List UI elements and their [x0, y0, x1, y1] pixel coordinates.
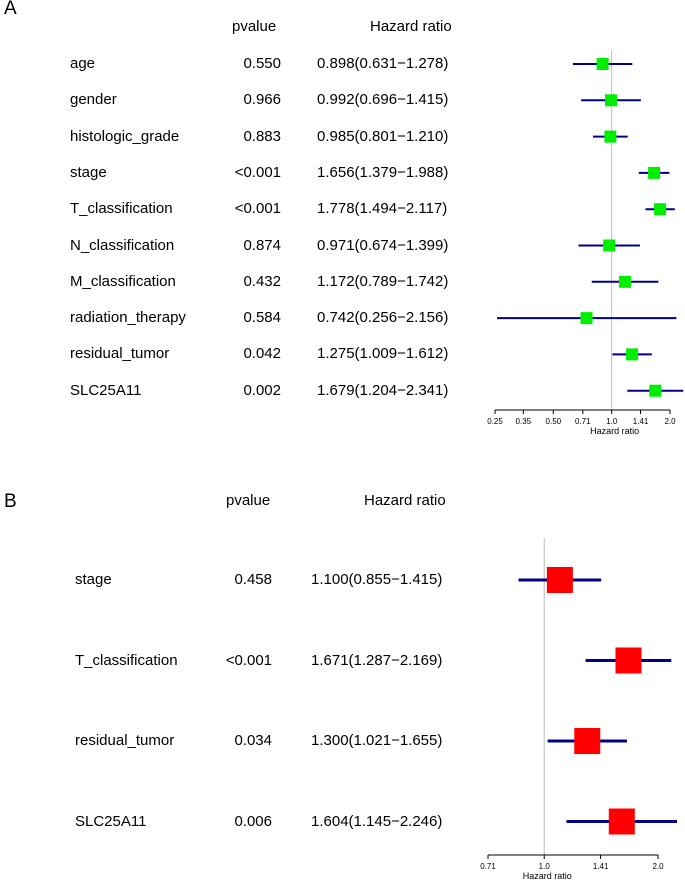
row-pvalue: 0.432 — [243, 272, 281, 290]
row-hazard-ratio: 1.671(1.287−2.169) — [311, 651, 443, 669]
row-hazard-ratio: 1.100(0.855−1.415) — [311, 571, 443, 588]
row-pvalue: 0.584 — [243, 309, 281, 327]
x-tick-label: 2.0 — [664, 417, 676, 426]
x-tick-label: 1.0 — [606, 417, 618, 426]
row-label: residual_tumor — [75, 732, 175, 749]
row-pvalue: <0.001 — [225, 651, 272, 669]
row-pvalue: 0.002 — [243, 381, 281, 399]
hazard-ratio-marker — [654, 203, 667, 216]
row-label: stage — [75, 571, 112, 588]
row-pvalue: <0.001 — [234, 200, 281, 218]
row-pvalue: 0.006 — [234, 812, 272, 830]
x-tick-label: 1.41 — [633, 417, 649, 426]
hazard-ratio-marker — [604, 130, 617, 143]
x-tick-label: 0.50 — [546, 417, 562, 426]
row-pvalue: 0.458 — [234, 571, 272, 588]
hazard-ratio-marker — [604, 94, 617, 107]
pvalue-header-a: pvalue — [232, 18, 277, 35]
hazard-ratio-marker — [596, 58, 609, 70]
row-label: T_classification — [75, 651, 178, 669]
hazard-ratio-marker — [580, 312, 593, 325]
plot-area-a: 0.25 0.35 0.50 0.71 1.0 1.41 2.0 Hazard ratio — [487, 50, 684, 436]
row-hazard-ratio: 0.971(0.674−1.399) — [317, 236, 449, 254]
x-tick-label: 0.25 — [487, 417, 503, 426]
row-pvalue: 0.966 — [243, 91, 281, 109]
hazard-ratio-marker — [574, 728, 601, 754]
row-label: age — [70, 55, 96, 72]
row-label: histologic_grade — [70, 127, 180, 145]
row-hazard-ratio: 1.300(1.021−1.655) — [311, 732, 443, 749]
x-tick-label: 1.0 — [539, 862, 551, 871]
row-pvalue: 0.034 — [234, 732, 272, 749]
hazard-ratio-marker — [619, 275, 632, 288]
row-label: N_classification — [70, 236, 175, 254]
row-hazard-ratio: 1.679(1.204−2.341) — [317, 381, 449, 399]
hazard-ratio-marker — [546, 567, 573, 593]
row-pvalue: 0.550 — [243, 55, 281, 72]
row-hazard-ratio: 0.985(0.801−1.210) — [317, 127, 449, 145]
row-hazard-ratio: 0.742(0.256−2.156) — [317, 309, 449, 327]
hazard-ratio-marker — [648, 166, 661, 179]
row-label: T_classification — [70, 200, 173, 218]
hazard-ratio-marker — [608, 808, 635, 835]
row-hazard-ratio: 1.778(1.494−2.117) — [317, 200, 448, 218]
hazard-ratio-header-a: Hazard ratio — [370, 18, 452, 35]
row-hazard-ratio: 0.992(0.696−1.415) — [317, 91, 449, 109]
row-label: residual_tumor — [70, 345, 170, 363]
row-label: radiation_therapy — [70, 309, 186, 327]
row-hazard-ratio: 1.172(0.789−1.742) — [317, 272, 449, 290]
row-pvalue: 0.883 — [243, 127, 281, 145]
row-pvalue: <0.001 — [234, 163, 281, 181]
row-pvalue: 0.874 — [243, 236, 281, 254]
plot-area-b: 0.71 1.0 1.41 2.0 Hazard ratio — [480, 538, 678, 881]
forest-plot-a: A pvalue Hazard ratio age 0.550 0.898(0.63… — [0, 0, 685, 440]
hazard-ratio-header-b: Hazard ratio — [364, 492, 446, 509]
row-hazard-ratio: 1.604(1.145−2.246) — [311, 812, 443, 830]
x-tick-label: 1.41 — [593, 862, 609, 871]
row-label: gender — [70, 91, 117, 109]
row-hazard-ratio: 1.656(1.379−1.988) — [317, 163, 449, 181]
row-label: SLC25A11 — [70, 381, 142, 399]
row-label: SLC25A11 — [75, 812, 147, 830]
forest-plot-b: B pvalue Hazard ratio stage 0.458 1.100(0.… — [0, 444, 685, 888]
panel-label-a: A — [4, 0, 17, 19]
row-hazard-ratio: 1.275(1.009−1.612) — [317, 345, 449, 363]
x-tick-label: 0.71 — [575, 417, 591, 426]
hazard-ratio-marker — [649, 384, 662, 397]
x-tick-label: 2.0 — [652, 862, 664, 871]
x-axis-title: Hazard ratio — [590, 426, 639, 436]
x-tick-label: 0.71 — [480, 862, 496, 871]
row-label: stage — [70, 163, 107, 181]
row-label: M_classification — [70, 272, 176, 290]
row-pvalue: 0.042 — [243, 345, 281, 363]
hazard-ratio-marker — [626, 348, 639, 361]
row-hazard-ratio: 0.898(0.631−1.278) — [317, 55, 449, 72]
hazard-ratio-marker — [615, 647, 642, 674]
pvalue-header-b: pvalue — [226, 492, 271, 509]
panel-label-b: B — [4, 491, 17, 512]
x-tick-label: 0.35 — [516, 417, 532, 426]
hazard-ratio-marker — [603, 239, 616, 252]
x-axis-title: Hazard ratio — [523, 871, 572, 881]
